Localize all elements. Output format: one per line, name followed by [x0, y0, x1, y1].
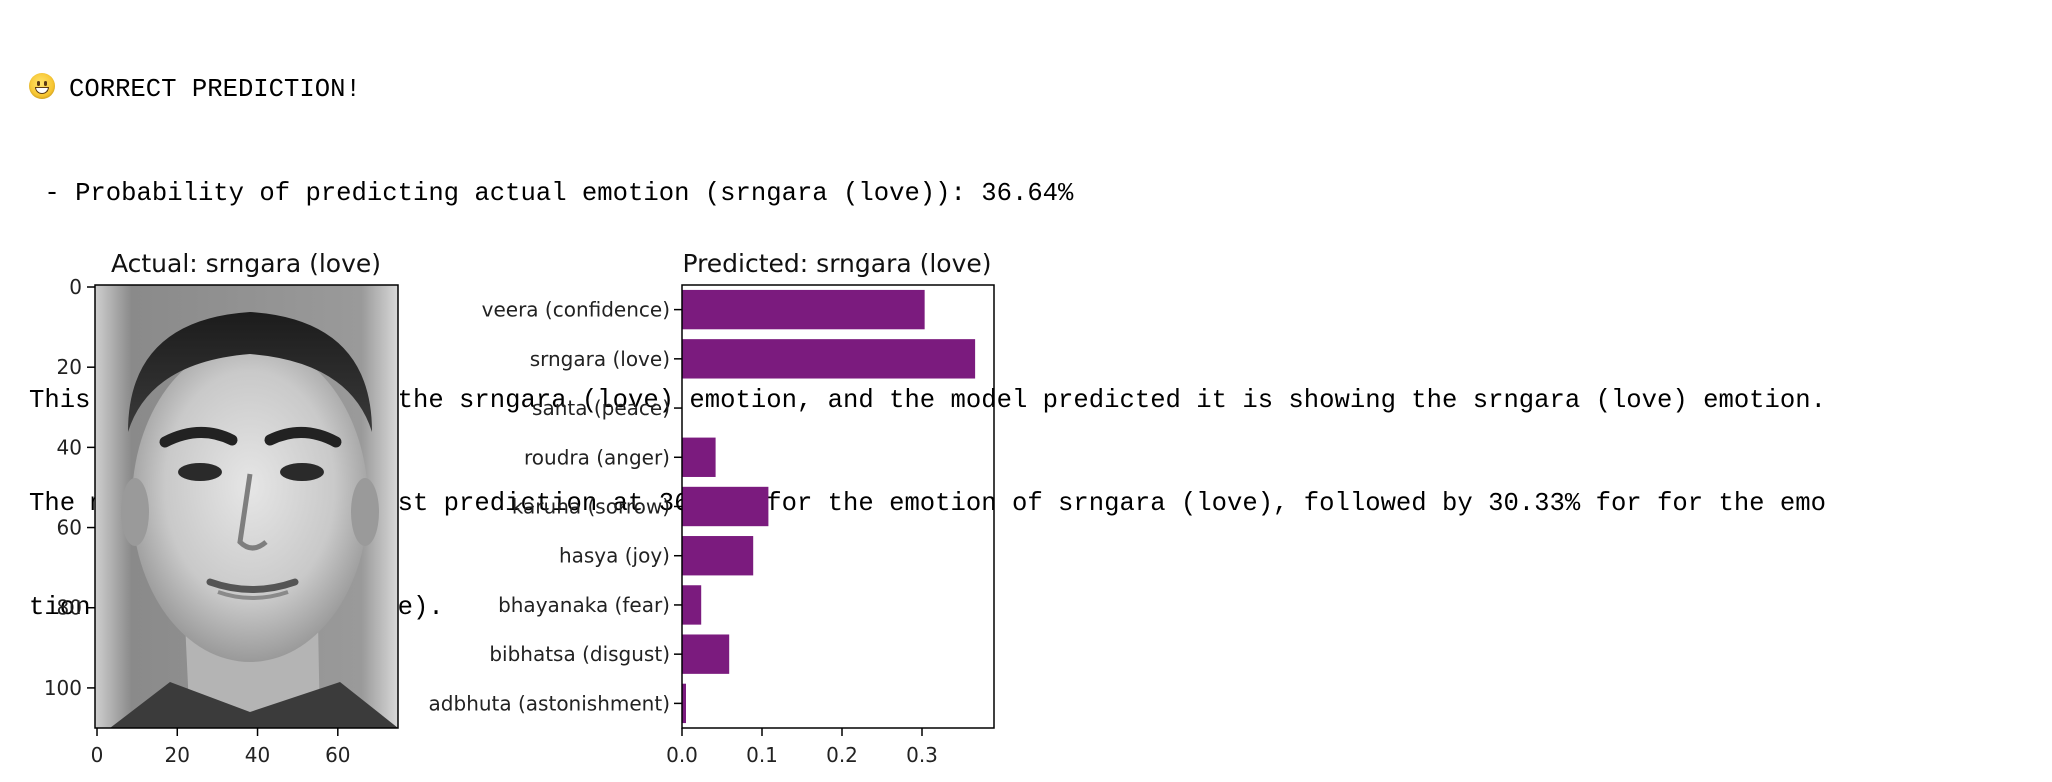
category-label: srngara (love) [530, 347, 670, 371]
explanation-line-2: The model made the highest prediction at… [29, 489, 1826, 518]
category-label: veera (confidence) [482, 298, 670, 322]
bar-8 [682, 683, 686, 724]
category-label: roudra (anger) [524, 445, 670, 469]
face-x-tick-label: 60 [325, 743, 350, 767]
face-y-tick-label: 80 [57, 596, 82, 620]
face-plot: Actual: srngara (love) 0 20 40 60 80 100 0 20 4… [44, 249, 399, 767]
status-title: CORRECT PREDICTION! [69, 75, 361, 104]
face-y-tick-label: 60 [57, 516, 82, 540]
face-image [95, 285, 398, 728]
category-label: karuna (sorrow) [512, 495, 670, 519]
face-y-tick-label: 100 [44, 676, 82, 700]
bar-6 [682, 585, 702, 625]
category-label: bhayanaka (fear) [498, 593, 670, 617]
face-y-tick-label: 20 [57, 355, 82, 379]
face-x-tick-label: 0 [91, 743, 104, 767]
x-tick-label: 0.3 [906, 743, 938, 767]
bar-3 [682, 437, 716, 477]
probability-line: - Probability of predicting actual emoti… [29, 178, 1074, 208]
category-label: hasya (joy) [559, 544, 670, 568]
face-y-tick-label: 0 [69, 275, 82, 299]
category-label: adbhuta (astonishment) [429, 691, 670, 715]
face-x-axis: 0 20 40 60 [91, 728, 351, 767]
chart-title: Predicted: srngara (love) [682, 249, 991, 278]
grinning-face-icon [29, 73, 55, 99]
x-tick-label: 0.1 [746, 743, 778, 767]
bar-7 [682, 634, 730, 674]
face-plot-title: Actual: srngara (love) [111, 249, 381, 278]
x-tick-label: 0.2 [826, 743, 858, 767]
category-label: santa (peace) [532, 396, 670, 420]
face-x-tick-label: 20 [165, 743, 190, 767]
cell-output: CORRECT PREDICTION! - Probability of pre… [29, 4, 2029, 660]
prediction-bar-chart: Predicted: srngara (love) veera (confide… [429, 249, 995, 767]
bar-4 [682, 486, 769, 527]
face-y-axis: 0 20 40 60 80 100 [44, 275, 95, 700]
bar-0 [682, 289, 925, 330]
face-y-tick-label: 40 [57, 435, 82, 459]
category-label: bibhatsa (disgust) [489, 642, 670, 666]
bar-5 [682, 536, 754, 576]
status-line: CORRECT PREDICTION! [29, 73, 2029, 108]
face-x-tick-label: 40 [245, 743, 270, 767]
x-tick-label: 0.0 [666, 743, 698, 767]
bar-1 [682, 339, 976, 379]
